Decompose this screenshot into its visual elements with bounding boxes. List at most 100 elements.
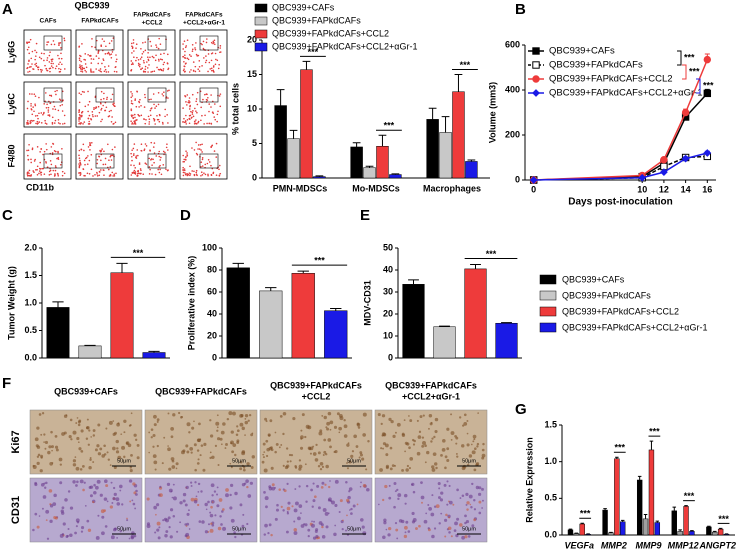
- flow-dot: [26, 171, 29, 174]
- ihc-cell: [241, 451, 246, 456]
- ihc-cell: [393, 482, 397, 486]
- ihc-cell: [209, 513, 214, 518]
- error-bar: [678, 529, 682, 532]
- flow-dot: [200, 171, 203, 173]
- flow-dot: [210, 67, 213, 70]
- ihc-cell: [444, 455, 448, 459]
- ihc-cell: [190, 484, 193, 487]
- flow-dot: [150, 141, 153, 144]
- ihc-cell: [465, 492, 469, 496]
- ihc-cell: [200, 490, 203, 493]
- flow-dot: [59, 68, 62, 71]
- flow-dot: [156, 118, 159, 121]
- ihc-cell: [401, 468, 404, 472]
- bar: [142, 352, 166, 359]
- flow-dot: [78, 111, 80, 114]
- error-bar: [352, 142, 361, 147]
- ihc-cell: [315, 534, 319, 539]
- ihc-cell: [112, 446, 116, 451]
- flow-dot: [107, 143, 109, 146]
- flow-dot: [60, 57, 63, 60]
- ihc-cell: [105, 427, 108, 430]
- flow-dot: [195, 98, 198, 100]
- ihc-cell: [112, 497, 116, 501]
- flow-dot: [35, 122, 37, 125]
- ihc-cell: [116, 502, 121, 506]
- flow-dot: [88, 114, 91, 117]
- flow-dot: [113, 102, 115, 104]
- ihc-cell: [397, 497, 400, 501]
- flow-dot: [55, 93, 57, 96]
- flow-dot: [195, 152, 198, 155]
- flow-dot: [34, 104, 37, 107]
- ihc-cell: [231, 450, 235, 454]
- ihc-cell: [428, 506, 432, 511]
- ihc-cell: [401, 433, 406, 437]
- flow-dot: [97, 62, 100, 65]
- flow-dot: [78, 166, 81, 169]
- bar: [110, 272, 134, 359]
- ihc-cell: [265, 454, 269, 458]
- ihc-cell: [225, 493, 229, 498]
- ihc-cell: [186, 422, 191, 427]
- error-bar: [148, 350, 160, 353]
- flow-dot: [183, 158, 185, 161]
- flow-dot: [102, 58, 104, 60]
- legend-label: QBC939+FAPkdCAFs+CCL2+αGr-1: [562, 322, 708, 332]
- ihc-cell: [125, 442, 129, 445]
- flow-dot: [63, 172, 66, 175]
- ihc-cell: [241, 426, 245, 431]
- flow-dot: [155, 46, 158, 48]
- flow-dot: [58, 71, 61, 73]
- flow-dot: [162, 94, 165, 97]
- ihc-cell: [465, 519, 470, 524]
- flow-dot: [217, 67, 220, 70]
- flow-dot: [156, 114, 158, 117]
- flow-dot: [106, 52, 109, 55]
- flow-dot: [213, 116, 216, 118]
- ihc-cell: [379, 468, 383, 472]
- flow-dot: [148, 123, 150, 125]
- ihc-cell: [437, 482, 441, 486]
- flow-dot: [135, 43, 138, 46]
- ihc-cell: [101, 454, 105, 458]
- flow-dot: [201, 65, 203, 67]
- ihc-cell: [117, 455, 122, 460]
- ihc-cell: [69, 418, 73, 422]
- flow-column-header: FAPkdCAFs: [133, 12, 171, 19]
- ihc-cell: [434, 429, 438, 434]
- flow-dot: [219, 172, 222, 175]
- flow-dot: [136, 149, 139, 151]
- ihc-cell: [325, 464, 329, 469]
- flow-dot: [182, 154, 184, 157]
- ihc-cell: [448, 484, 451, 487]
- ihc-cell: [209, 451, 212, 454]
- ihc-cell: [86, 425, 90, 430]
- ihc-cell: [452, 503, 455, 506]
- error-bar: [297, 270, 309, 274]
- flow-dot: [213, 43, 216, 46]
- ihc-cell: [362, 483, 367, 488]
- flow-dot: [28, 66, 31, 68]
- ihc-cell: [433, 435, 436, 439]
- flow-dot: [130, 164, 132, 166]
- error-bar: [276, 89, 285, 106]
- flow-dot: [135, 155, 138, 157]
- flow-dot: [216, 59, 219, 62]
- flow-dot: [195, 42, 197, 44]
- flow-dot: [144, 96, 146, 99]
- y-tick-label: 10: [247, 103, 257, 113]
- scale-bar-label: 50μm: [117, 526, 131, 532]
- ihc-cell: [357, 426, 361, 429]
- ihc-cell: [407, 530, 411, 533]
- ihc-cell: [427, 527, 430, 530]
- bar: [677, 531, 683, 536]
- flow-dot: [184, 54, 186, 56]
- flow-dot: [154, 59, 157, 62]
- ihc-cell: [230, 442, 233, 445]
- flow-dot: [143, 148, 146, 150]
- flow-dot: [191, 147, 193, 149]
- ihc-cell: [378, 503, 380, 506]
- ihc-cell: [199, 454, 202, 457]
- flow-dot: [183, 71, 186, 73]
